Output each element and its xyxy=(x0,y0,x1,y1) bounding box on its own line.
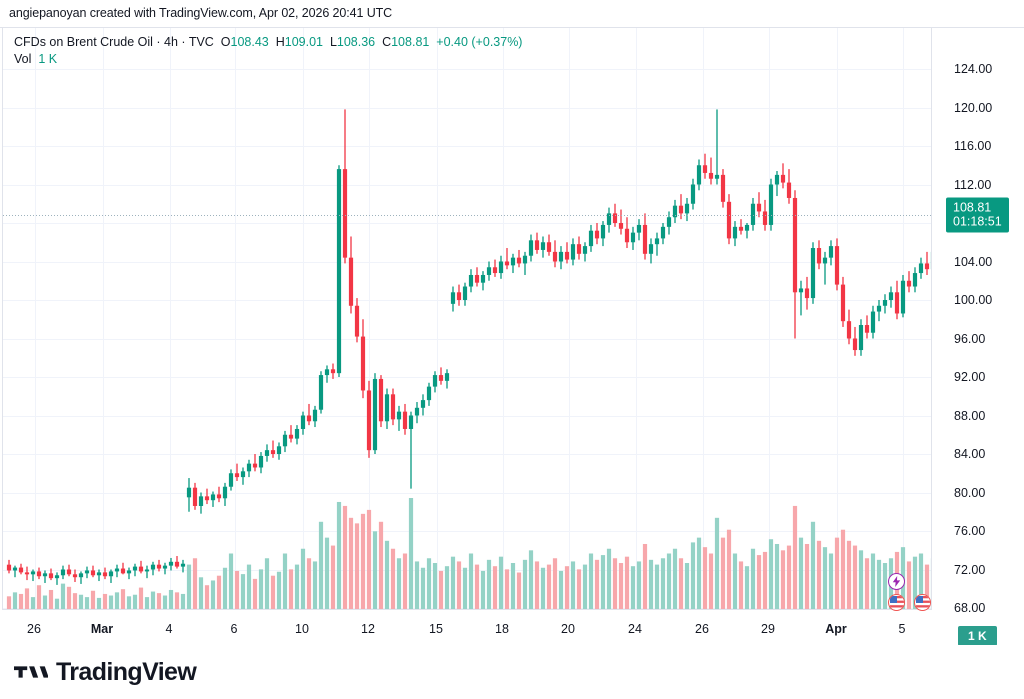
legend-ohlc-row: CFDs on Brent Crude Oil · 4h · TVC O108.… xyxy=(14,34,522,50)
attribution-text: angiepanoyan created with TradingView.co… xyxy=(9,6,393,20)
price-axis-tick: 88.00 xyxy=(954,408,986,423)
time-axis-tick: 29 xyxy=(761,622,775,636)
legend-low-label: L xyxy=(329,35,337,49)
tradingview-mark-icon xyxy=(14,666,48,678)
price-axis-tick: 84.00 xyxy=(954,447,986,461)
price-axis-tick: 124.00 xyxy=(954,62,993,76)
time-axis-tick: 18 xyxy=(495,622,509,636)
time-axis-tick: 12 xyxy=(361,622,375,636)
legend-high-value: 109.01 xyxy=(284,35,323,49)
volume-badge[interactable]: 1 K xyxy=(958,626,997,646)
chart-frame: CFDs on Brent Crude Oil · 4h · TVC O108.… xyxy=(0,27,1024,646)
tradingview-logo[interactable]: TradingView xyxy=(14,657,197,687)
time-axis-tick: 10 xyxy=(295,622,309,636)
price-axis-tick: 68.00 xyxy=(954,601,986,615)
time-axis-tick: 5 xyxy=(898,622,906,636)
legend-open-label: O xyxy=(220,35,231,49)
legend-low-value: 108.36 xyxy=(336,35,376,49)
time-axis-tick: 15 xyxy=(429,622,443,636)
legend-volume-row: Vol 1 K xyxy=(14,51,522,67)
us-flag-glyph xyxy=(889,595,904,610)
time-axis-tick: 6 xyxy=(230,622,238,636)
candlestick-series xyxy=(3,109,931,609)
time-axis-tick: 26 xyxy=(27,622,41,636)
legend-close-label: C xyxy=(382,35,392,49)
time-axis-tick: 20 xyxy=(561,622,575,636)
price-axis-tick: 92.00 xyxy=(954,370,986,384)
legend-symbol[interactable]: CFDs on Brent Crude Oil · 4h · TVC xyxy=(14,35,214,49)
legend-close-value: 108.81 xyxy=(391,35,430,49)
price-axis[interactable]: 108.81 01:18:51 1 K 124.00 120.00 116.00 11… xyxy=(932,28,1024,646)
price-axis-tick: 112.00 xyxy=(954,177,992,192)
legend-volume-value: 1 K xyxy=(38,52,58,66)
price-axis-tick: 120.00 xyxy=(954,100,993,115)
chart-plot-area[interactable] xyxy=(2,28,932,609)
legend-volume-label[interactable]: Vol xyxy=(14,52,32,66)
bar-countdown-value: 01:18:51 xyxy=(953,214,1002,229)
time-axis-tick: Apr xyxy=(825,622,847,636)
price-axis-tick: 96.00 xyxy=(954,331,986,346)
us-flag-glyph xyxy=(915,595,930,610)
time-axis-tick: Mar xyxy=(90,622,114,636)
price-axis-tick: 100.00 xyxy=(954,293,993,307)
legend-open-value: 108.43 xyxy=(230,35,269,49)
time-axis-tick: 26 xyxy=(695,622,709,636)
bolt-glyph xyxy=(892,576,901,587)
time-axis-tick: 4 xyxy=(165,622,173,636)
legend-high-label: H xyxy=(275,35,285,49)
price-axis-tick: 76.00 xyxy=(954,524,986,538)
legend-change-value: +0.40 (+0.37%) xyxy=(436,35,523,49)
price-axis-tick: 116.00 xyxy=(954,139,992,153)
bolt-event-marker[interactable] xyxy=(888,573,905,590)
price-axis-tick: 72.00 xyxy=(954,562,986,577)
current-price-badge[interactable]: 108.81 01:18:51 xyxy=(946,197,1009,233)
us-economic-event-marker-1[interactable] xyxy=(888,594,905,611)
chart-legend: CFDs on Brent Crude Oil · 4h · TVC O108.… xyxy=(14,34,522,67)
current-price-value: 108.81 xyxy=(953,200,992,215)
us-economic-event-marker-2[interactable] xyxy=(914,594,931,611)
footer: TradingView xyxy=(0,645,1024,699)
time-axis[interactable]: 26 Mar 4 6 10 12 15 18 20 24 26 29 Apr 5 xyxy=(2,609,932,645)
time-axis-tick: 24 xyxy=(628,622,642,636)
tradingview-wordmark: TradingView xyxy=(56,657,197,686)
price-axis-tick: 80.00 xyxy=(954,485,986,500)
price-axis-tick: 104.00 xyxy=(954,254,993,269)
